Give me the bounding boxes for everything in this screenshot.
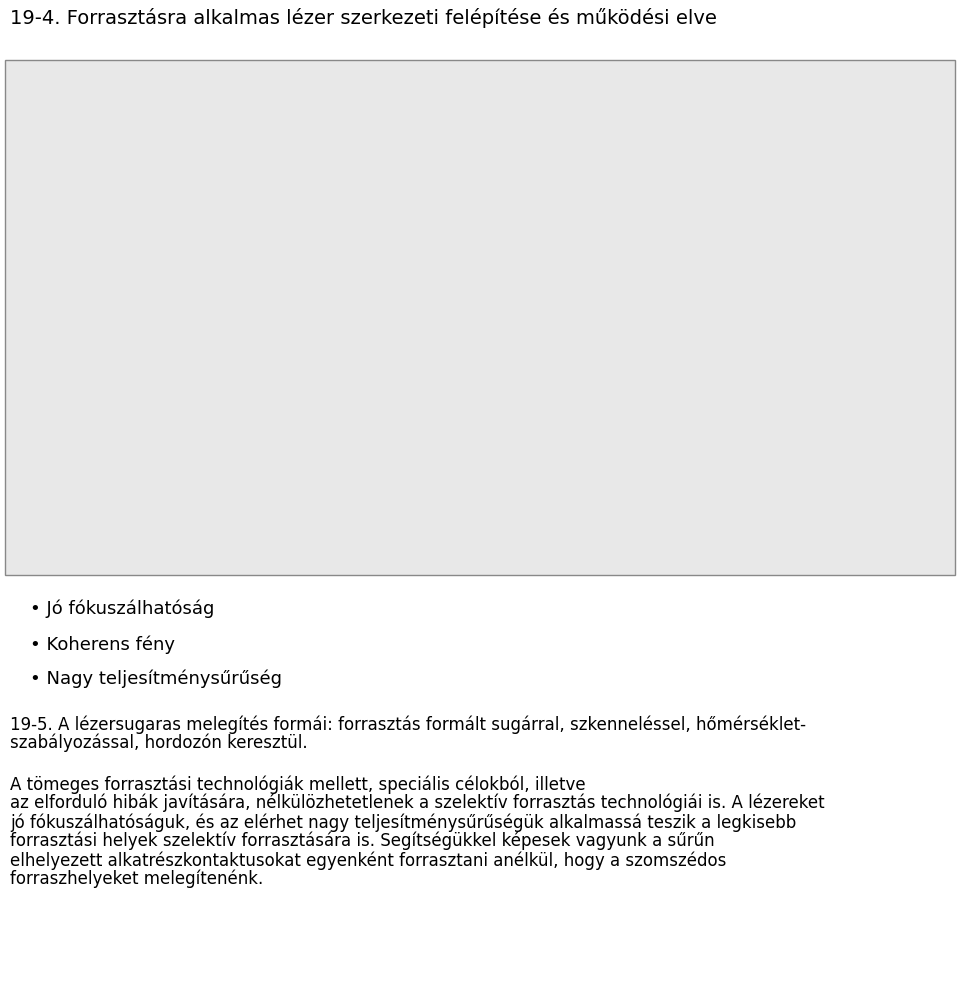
Text: • Nagy teljesítménysűrűség: • Nagy teljesítménysűrűség [30, 670, 282, 688]
Text: • Koherens fény: • Koherens fény [30, 635, 175, 654]
Text: A tömeges forrasztási technológiák mellett, speciális célokból, illetve: A tömeges forrasztási technológiák melle… [10, 775, 586, 794]
Text: • Jó fókuszálhatóság: • Jó fókuszálhatóság [30, 600, 214, 619]
Text: forraszhelyeket melegítenénk.: forraszhelyeket melegítenénk. [10, 870, 263, 888]
FancyBboxPatch shape [5, 60, 955, 575]
Text: 19-4. Forrasztásra alkalmas lézer szerkezeti felépítése és működési elve: 19-4. Forrasztásra alkalmas lézer szerke… [10, 8, 717, 28]
Text: szabályozással, hordozón keresztül.: szabályozással, hordozón keresztül. [10, 734, 307, 752]
Text: jó fókuszálhatóságuk, és az elérhet nagy teljesítménysűrűségük alkalmassá teszik: jó fókuszálhatóságuk, és az elérhet nagy… [10, 813, 796, 832]
Text: forrasztási helyek szelektív forrasztására is. Segítségükkel képesek vagyunk a s: forrasztási helyek szelektív forrasztásá… [10, 832, 714, 850]
Text: az elforduló hibák javítására, nélkülözhetetlenek a szelektív forrasztás technol: az elforduló hibák javítására, nélkülözh… [10, 794, 825, 813]
Text: 19-5. A lézersugaras melegítés formái: forrasztás formált sugárral, szkennelésse: 19-5. A lézersugaras melegítés formái: f… [10, 715, 806, 733]
Text: elhelyezett alkatrészkontaktusokat egyenként forrasztani anélkül, hogy a szomszé: elhelyezett alkatrészkontaktusokat egyen… [10, 851, 727, 869]
